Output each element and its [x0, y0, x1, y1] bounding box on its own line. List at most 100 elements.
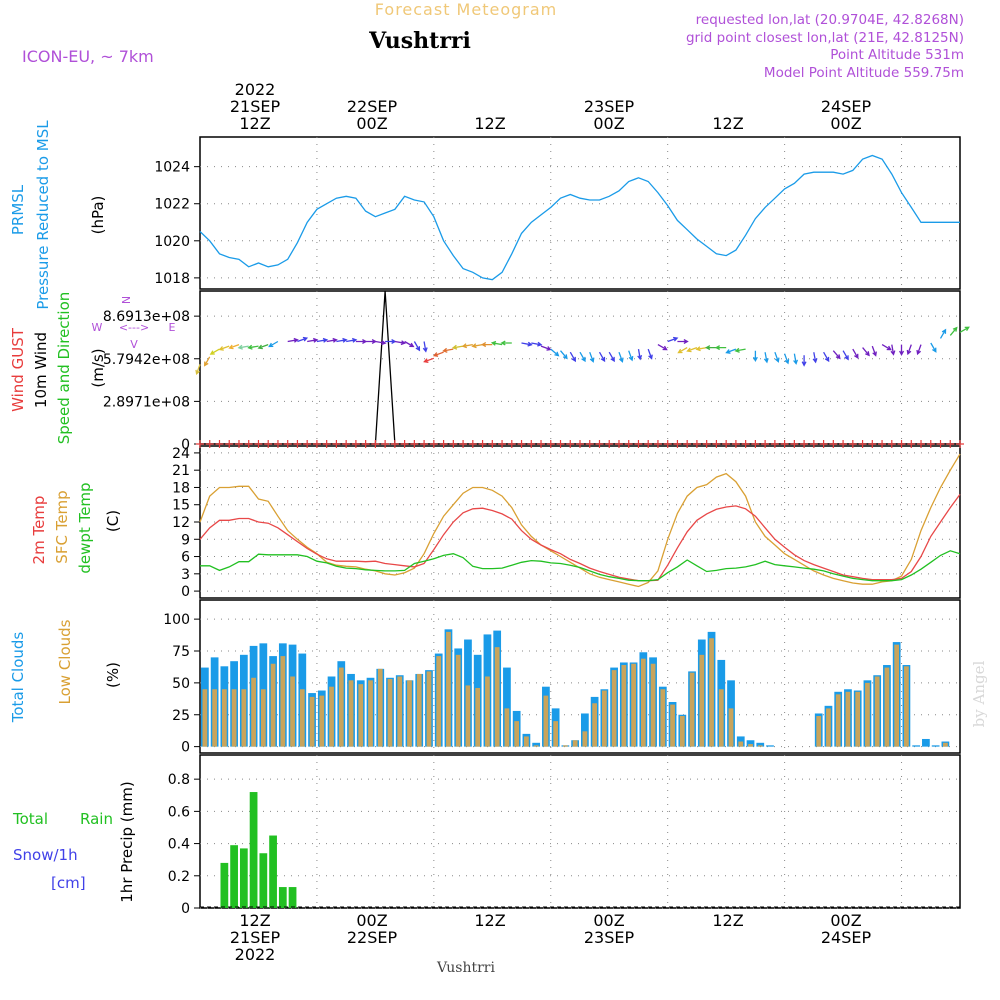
- wind-arrow: [531, 341, 543, 347]
- wind-arrow: [297, 336, 309, 343]
- top-time-label: 12Z: [474, 114, 505, 133]
- low-cloud-bar: [299, 689, 305, 747]
- low-cloud-bar: [582, 731, 588, 747]
- low-cloud-bar: [650, 663, 656, 747]
- low-cloud-bar: [455, 654, 461, 747]
- low-cloud-bar: [738, 741, 744, 747]
- gust-marker: [429, 440, 438, 448]
- model-label: ICON-EU, ~ 7km: [22, 47, 154, 66]
- low-cloud-bar: [251, 677, 256, 747]
- gust-marker: [459, 440, 468, 448]
- gust-marker: [683, 440, 692, 448]
- wind-arrow: [195, 364, 201, 376]
- wind-ytick-label: 8.6913e+08: [103, 309, 190, 325]
- pressure-ytick-label: 1022: [154, 197, 190, 213]
- sfc-temp-line: [199, 453, 961, 588]
- gust-marker: [956, 440, 964, 448]
- wind-arrow: [949, 326, 958, 336]
- total-cloud-label: Total Clouds: [9, 632, 27, 724]
- total-cloud-bar: [532, 742, 541, 747]
- low-cloud-bar: [679, 716, 685, 747]
- low-cloud-bar: [660, 689, 666, 747]
- bottom-time-label: 00Z: [356, 911, 387, 930]
- dewpt-line: [200, 550, 961, 582]
- wind-arrow: [423, 357, 435, 363]
- pressure-labels: PRMSL Pressure Reduced to MSL (hPa): [9, 120, 107, 310]
- wind-arrow: [705, 345, 717, 351]
- gust-marker: [390, 440, 399, 448]
- low-cloud-bar: [640, 658, 646, 747]
- low-cloud-bar: [319, 695, 325, 747]
- temp-labels: 2m Temp SFC Temp dewpt Temp (C): [30, 482, 122, 573]
- gust-label: Wind GUST: [9, 327, 27, 412]
- low-cloud-bar: [533, 745, 539, 747]
- low-cloud-bar: [572, 740, 578, 747]
- top-time-label: 21SEP: [230, 97, 281, 116]
- wind-arrow: [247, 344, 259, 350]
- cloud-ytick-label: 100: [163, 612, 190, 628]
- gust-marker: [634, 440, 643, 448]
- wind-arrow: [404, 340, 415, 348]
- low-cloud-bar: [865, 682, 870, 747]
- low-cloud-bar: [874, 676, 880, 747]
- wind-arrow: [355, 339, 368, 344]
- gust-marker: [819, 440, 828, 448]
- precip-ytick-label: 0.4: [168, 837, 190, 853]
- gust-marker: [527, 440, 536, 448]
- low-cloud-bar: [904, 666, 909, 747]
- wind-arrow: [714, 345, 727, 351]
- gust-marker: [381, 440, 390, 448]
- gust-marker: [351, 440, 360, 448]
- gust-marker: [829, 440, 838, 448]
- wind-arrow: [862, 347, 870, 357]
- gust-marker: [673, 440, 682, 448]
- gust-marker: [439, 440, 448, 448]
- cloud-labels: Total Clouds Low Clouds (%): [9, 619, 122, 723]
- low-cloud-bar: [368, 680, 373, 747]
- gust-marker: [917, 440, 926, 448]
- wind-arrow: [365, 339, 377, 344]
- gust-marker: [488, 440, 497, 448]
- gust-marker: [498, 440, 507, 448]
- wind-arrow: [268, 340, 279, 348]
- wind-arrow: [228, 343, 240, 350]
- temp-ytick-label: 15: [172, 498, 190, 514]
- wind-arrow: [422, 341, 428, 353]
- gridpoint-coords: grid point closest lon,lat (21E, 42.8125…: [686, 30, 964, 46]
- temp-ytick-label: 24: [172, 446, 190, 462]
- top-time-label: 00Z: [356, 114, 387, 133]
- gust-marker: [546, 440, 555, 448]
- low-cloud-bar: [475, 687, 481, 747]
- low-cloud-bar: [601, 690, 607, 747]
- low-cloud-bar: [748, 744, 753, 747]
- gust-marker: [576, 440, 584, 448]
- wind-arrow: [500, 340, 512, 346]
- gust-marker: [468, 440, 477, 448]
- total-cloud-bar: [931, 745, 940, 747]
- wind-arrow: [336, 337, 348, 343]
- low-cloud-bar: [845, 691, 851, 747]
- low-cloud-bar: [943, 742, 948, 747]
- temp-ytick-label: 6: [181, 550, 190, 566]
- rain-bar: [288, 887, 297, 908]
- top-time-label: 12Z: [712, 114, 743, 133]
- rain-bar: [259, 853, 268, 908]
- cloud-ytick-label: 50: [172, 676, 190, 692]
- low-cloud-bar: [290, 676, 295, 747]
- precip-unit: 1hr Precip (mm): [118, 781, 136, 902]
- low-cloud-bar: [670, 704, 675, 747]
- rain-bar: [269, 835, 277, 908]
- wind-arrow: [218, 345, 230, 351]
- low-cloud-bar: [699, 654, 705, 747]
- wind-arrow: [589, 351, 595, 363]
- top-time-label: 23SEP: [584, 97, 635, 116]
- temp-ytick-label: 21: [172, 463, 190, 479]
- wind-arrow: [959, 326, 970, 333]
- gust-marker: [653, 440, 662, 448]
- gust-marker: [507, 440, 516, 448]
- low-cloud-bar: [563, 745, 568, 747]
- rain-bar: [239, 848, 248, 908]
- wind-speed-line: [200, 290, 960, 445]
- bottom-time-label: 00Z: [593, 911, 624, 930]
- requested-coords: requested lon,lat (20.9704E, 42.8268N): [696, 12, 964, 28]
